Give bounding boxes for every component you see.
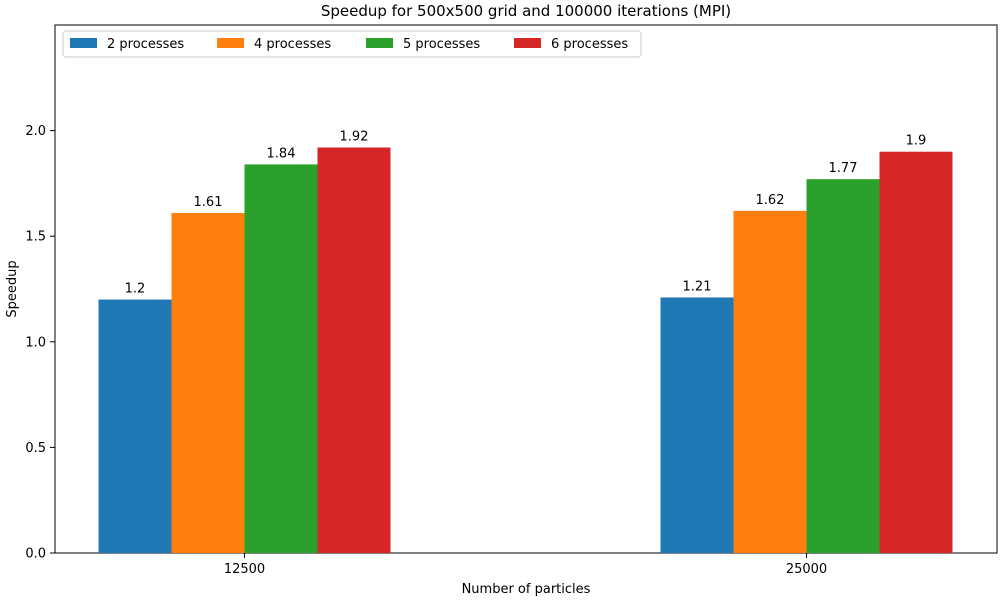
bars-group [98, 147, 953, 553]
bar [806, 179, 880, 553]
legend-swatch [514, 38, 541, 48]
legend-label: 6 processes [551, 37, 628, 52]
legend-swatch [366, 38, 393, 48]
x-axis: 12500 25000 [224, 553, 827, 577]
legend: 2 processes 4 processes 5 processes 6 proce… [62, 30, 642, 58]
legend-label: 5 processes [403, 37, 480, 52]
bar [733, 210, 807, 553]
bar [879, 151, 953, 553]
bar-value-label: 1.77 [829, 161, 858, 176]
y-axis-label: Speedup [5, 260, 20, 317]
bar-value-label: 1.84 [267, 146, 296, 161]
plot-area [54, 24, 998, 554]
y-tick-label: 0.0 [25, 547, 46, 562]
legend-box [62, 30, 642, 58]
bar-value-label: 1.21 [683, 279, 712, 294]
legend-swatch [70, 38, 97, 48]
bar [660, 297, 734, 553]
bar-value-label: 1.62 [756, 193, 785, 208]
y-axis: 0.0 0.5 1.0 1.5 2.0 [25, 124, 55, 562]
legend-swatch [217, 38, 244, 48]
plot-frame [54, 24, 998, 554]
bar-value-label: 1.92 [340, 129, 369, 144]
bar [317, 147, 391, 553]
bar-value-label: 1.61 [194, 195, 223, 210]
bar-value-label: 1.9 [906, 134, 927, 149]
bar-labels-group: 1.2 1.21 1.61 1.62 1.84 1.77 1.92 1.9 [125, 129, 927, 296]
x-tick-label: 25000 [786, 562, 827, 577]
legend-label: 2 processes [107, 37, 184, 52]
bar-value-label: 1.2 [125, 282, 146, 297]
bar [244, 164, 318, 553]
bar [171, 212, 245, 553]
y-tick-label: 2.0 [25, 124, 46, 139]
y-tick-label: 1.0 [25, 335, 46, 350]
y-tick-label: 0.5 [25, 441, 46, 456]
legend-label: 4 processes [254, 37, 331, 52]
bar [98, 299, 172, 553]
x-tick-label: 12500 [224, 562, 265, 577]
y-tick-label: 1.5 [25, 230, 46, 245]
chart-title: Speedup for 500x500 grid and 100000 iter… [321, 2, 731, 20]
x-axis-label: Number of particles [462, 582, 591, 597]
